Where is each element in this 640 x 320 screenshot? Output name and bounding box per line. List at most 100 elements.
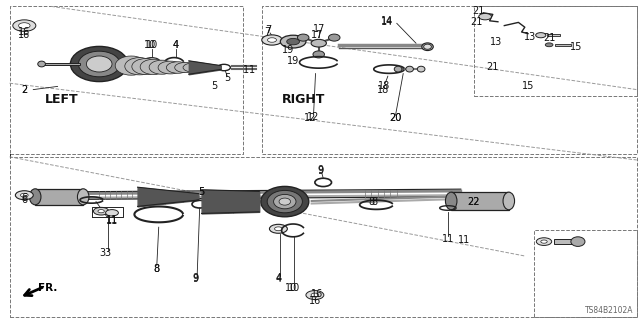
Ellipse shape: [140, 59, 167, 75]
Ellipse shape: [115, 56, 147, 75]
Text: TS84B2102A: TS84B2102A: [585, 306, 634, 315]
Text: 4: 4: [173, 40, 179, 50]
Circle shape: [311, 293, 319, 297]
Text: 11: 11: [458, 235, 470, 245]
Ellipse shape: [125, 58, 154, 75]
Text: 3: 3: [104, 248, 111, 258]
Ellipse shape: [445, 192, 457, 210]
Text: 15: 15: [570, 42, 582, 52]
Text: 18: 18: [376, 84, 389, 95]
Text: 22: 22: [467, 196, 480, 207]
Text: 8: 8: [154, 264, 160, 274]
Circle shape: [268, 38, 276, 42]
Circle shape: [93, 207, 109, 215]
Ellipse shape: [268, 190, 303, 213]
Ellipse shape: [149, 60, 175, 74]
Text: 3: 3: [99, 248, 106, 258]
Text: 16: 16: [18, 30, 31, 40]
Text: 5: 5: [198, 187, 205, 197]
Ellipse shape: [424, 44, 431, 49]
Text: 12: 12: [304, 113, 317, 124]
Text: 18: 18: [378, 81, 390, 92]
Ellipse shape: [274, 195, 296, 209]
Circle shape: [275, 227, 282, 231]
Circle shape: [306, 291, 324, 300]
Circle shape: [143, 58, 160, 66]
Text: 5: 5: [211, 81, 218, 92]
Ellipse shape: [298, 34, 309, 41]
Text: 19: 19: [282, 44, 294, 55]
Text: 16: 16: [308, 296, 321, 307]
Text: 2: 2: [21, 84, 28, 95]
Text: 8: 8: [371, 196, 378, 207]
Text: 17: 17: [312, 24, 325, 34]
Text: 2: 2: [21, 84, 28, 95]
Ellipse shape: [328, 34, 340, 41]
Text: 21: 21: [543, 33, 556, 43]
Text: 9: 9: [317, 165, 323, 176]
Ellipse shape: [79, 51, 120, 77]
Ellipse shape: [166, 62, 189, 73]
Circle shape: [541, 240, 547, 243]
Ellipse shape: [406, 66, 413, 72]
Circle shape: [262, 35, 282, 45]
Text: 10: 10: [144, 40, 157, 50]
Ellipse shape: [394, 66, 402, 72]
Circle shape: [311, 39, 326, 47]
Text: 10: 10: [145, 40, 158, 50]
Ellipse shape: [417, 66, 425, 72]
Text: 20: 20: [389, 113, 402, 124]
Text: 5: 5: [198, 187, 205, 197]
Bar: [555, 44, 571, 46]
Text: 6: 6: [21, 193, 28, 204]
Text: 11: 11: [442, 234, 454, 244]
Ellipse shape: [175, 62, 196, 73]
Text: 14: 14: [381, 17, 394, 28]
Text: 21: 21: [470, 17, 483, 28]
Ellipse shape: [183, 63, 204, 72]
Ellipse shape: [422, 43, 433, 51]
Text: 21: 21: [472, 6, 485, 16]
Circle shape: [106, 210, 118, 216]
Text: 19: 19: [287, 56, 300, 66]
Ellipse shape: [158, 61, 182, 74]
Circle shape: [20, 193, 28, 197]
Circle shape: [536, 33, 546, 38]
Text: 9: 9: [192, 273, 198, 284]
Bar: [547, 34, 560, 36]
Text: 1: 1: [248, 65, 255, 76]
Text: 16: 16: [18, 27, 31, 37]
Circle shape: [13, 20, 36, 31]
Bar: [554, 239, 576, 244]
Text: 10: 10: [285, 283, 298, 293]
Text: 7: 7: [266, 25, 272, 36]
Text: 16: 16: [310, 289, 323, 300]
Text: 13: 13: [490, 36, 502, 47]
Text: 22: 22: [467, 196, 480, 207]
Text: 6: 6: [21, 195, 28, 205]
Text: 4: 4: [173, 40, 179, 50]
Ellipse shape: [279, 198, 291, 205]
Circle shape: [479, 13, 492, 20]
Text: 15: 15: [522, 81, 534, 92]
Text: LEFT: LEFT: [45, 93, 79, 106]
Text: 11: 11: [106, 215, 118, 225]
Circle shape: [98, 210, 104, 213]
Ellipse shape: [64, 190, 80, 203]
Ellipse shape: [261, 186, 309, 217]
Text: 1: 1: [243, 65, 250, 76]
Text: 7: 7: [264, 27, 271, 37]
Text: 4: 4: [275, 274, 282, 284]
Text: 20: 20: [389, 113, 402, 124]
Bar: [42, 63, 80, 65]
Circle shape: [536, 238, 552, 245]
Circle shape: [15, 191, 33, 200]
Ellipse shape: [503, 192, 515, 210]
Ellipse shape: [77, 189, 89, 205]
Text: 14: 14: [381, 16, 394, 26]
Text: FR.: FR.: [38, 283, 58, 293]
Circle shape: [148, 60, 156, 64]
Text: 10: 10: [288, 283, 301, 293]
Ellipse shape: [313, 51, 324, 58]
Text: 17: 17: [310, 30, 323, 40]
